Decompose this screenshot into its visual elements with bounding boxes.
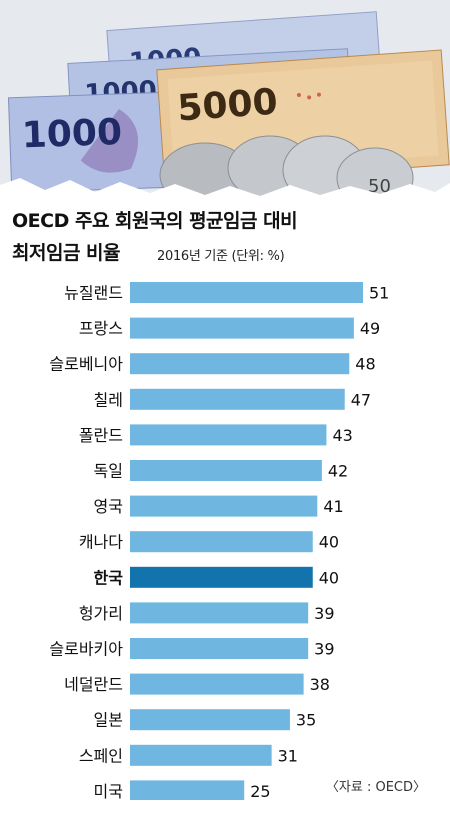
value-label: 41	[323, 497, 343, 516]
category-label: 칠레	[94, 390, 123, 409]
value-label: 40	[319, 568, 339, 587]
value-label: 47	[351, 390, 371, 409]
category-label: 슬로베니아	[49, 355, 123, 374]
category-label: 독일	[94, 462, 123, 481]
bar	[130, 531, 313, 553]
torn-edge	[0, 178, 450, 200]
value-label: 43	[332, 426, 352, 445]
category-label: 뉴질랜드	[64, 284, 123, 303]
chart-title-line-1: OECD 주요 회원국의 평균임금 대비	[12, 210, 298, 232]
bar	[130, 495, 318, 517]
value-label: 39	[314, 640, 334, 659]
coin-label: 50	[368, 176, 391, 197]
bar	[130, 460, 322, 481]
coins: 2000 50	[159, 135, 414, 200]
category-label: 영국	[94, 497, 123, 516]
source-note: 〈자료 : OECD〉	[325, 780, 426, 795]
value-label: 39	[314, 604, 334, 623]
value-label: 31	[278, 746, 298, 765]
value-label: 40	[319, 533, 339, 552]
bar-chart: 뉴질랜드 51 프랑스 49 슬로베니아 48 칠레 47 폴란드 43 독일 42 영국 41 캐나다 40…	[49, 282, 389, 800]
chart-title-line-2: 최저임금 비율	[12, 242, 121, 264]
value-label: 51	[369, 284, 389, 303]
chart-subtitle: 2016년 기준 (단위: %)	[157, 249, 285, 264]
category-label: 한국	[94, 568, 124, 587]
bar	[130, 638, 309, 659]
bar	[130, 673, 304, 695]
banknote-label: 5000	[176, 82, 279, 130]
bar	[130, 602, 309, 624]
bar	[130, 780, 245, 800]
bar	[130, 317, 354, 339]
bar-highlighted	[130, 566, 313, 588]
category-label: 슬로바키아	[49, 640, 123, 659]
bar	[130, 424, 327, 446]
category-label: 미국	[94, 782, 123, 800]
bar	[130, 353, 350, 375]
bar	[130, 388, 345, 410]
value-label: 49	[360, 319, 380, 338]
bar	[130, 744, 272, 766]
category-label: 일본	[94, 711, 123, 730]
category-label: 네덜란드	[64, 675, 123, 694]
bar	[130, 709, 290, 731]
banknote-1000-front: 1000	[7, 91, 193, 194]
category-label: 캐나다	[79, 533, 123, 552]
value-label: 42	[328, 462, 348, 481]
money-illustration: 1000 1000 1000 5000 2000	[0, 0, 450, 200]
category-label: 폴란드	[79, 426, 123, 445]
value-label: 35	[296, 711, 316, 730]
value-label: 25	[250, 782, 270, 800]
banknote-label: 1000	[21, 112, 123, 156]
value-label: 48	[355, 355, 375, 374]
category-label: 프랑스	[79, 319, 123, 338]
category-label: 스페인	[79, 746, 123, 765]
value-label: 38	[310, 675, 330, 694]
category-label: 헝가리	[79, 604, 123, 623]
bar	[130, 282, 363, 303]
